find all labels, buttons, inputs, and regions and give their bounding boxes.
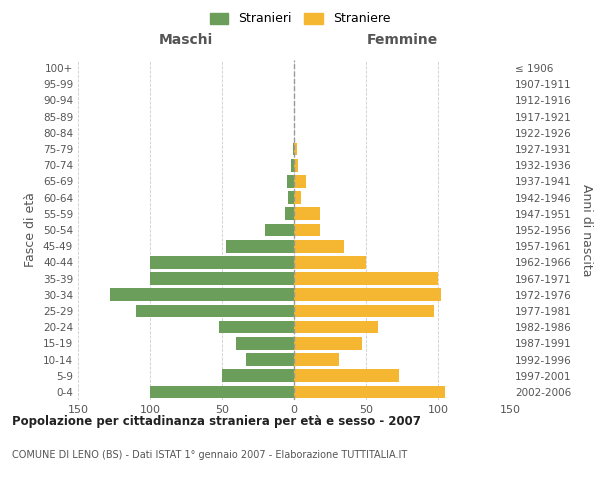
Legend: Stranieri, Straniere: Stranieri, Straniere bbox=[206, 8, 394, 29]
Text: COMUNE DI LENO (BS) - Dati ISTAT 1° gennaio 2007 - Elaborazione TUTTITALIA.IT: COMUNE DI LENO (BS) - Dati ISTAT 1° genn… bbox=[12, 450, 407, 460]
Bar bbox=[236, 337, 294, 349]
Bar bbox=[294, 159, 298, 172]
Bar bbox=[294, 192, 301, 204]
Bar bbox=[288, 192, 294, 204]
Bar bbox=[294, 256, 366, 268]
Bar bbox=[294, 208, 320, 220]
Text: Popolazione per cittadinanza straniera per età e sesso - 2007: Popolazione per cittadinanza straniera p… bbox=[12, 415, 421, 428]
Bar bbox=[150, 256, 294, 268]
Bar bbox=[287, 175, 294, 188]
Bar bbox=[294, 142, 297, 156]
Y-axis label: Fasce di età: Fasce di età bbox=[25, 192, 37, 268]
Bar bbox=[294, 353, 338, 366]
Bar bbox=[222, 370, 294, 382]
Bar bbox=[110, 288, 294, 301]
Bar bbox=[265, 224, 294, 236]
Bar bbox=[150, 272, 294, 285]
Bar bbox=[150, 386, 294, 398]
Bar bbox=[294, 272, 438, 285]
Bar bbox=[247, 353, 294, 366]
Bar bbox=[294, 288, 441, 301]
Bar bbox=[294, 370, 399, 382]
Y-axis label: Anni di nascita: Anni di nascita bbox=[580, 184, 593, 276]
Bar bbox=[294, 321, 377, 334]
Bar bbox=[294, 386, 445, 398]
Bar bbox=[294, 337, 362, 349]
Text: Femmine: Femmine bbox=[367, 33, 437, 47]
Bar bbox=[294, 175, 305, 188]
Bar bbox=[219, 321, 294, 334]
Text: Maschi: Maschi bbox=[159, 33, 213, 47]
Bar bbox=[293, 142, 294, 156]
Bar bbox=[136, 304, 294, 318]
Bar bbox=[226, 240, 294, 252]
Bar bbox=[294, 304, 434, 318]
Bar bbox=[291, 159, 294, 172]
Bar bbox=[294, 224, 320, 236]
Bar bbox=[294, 240, 344, 252]
Bar bbox=[286, 208, 294, 220]
